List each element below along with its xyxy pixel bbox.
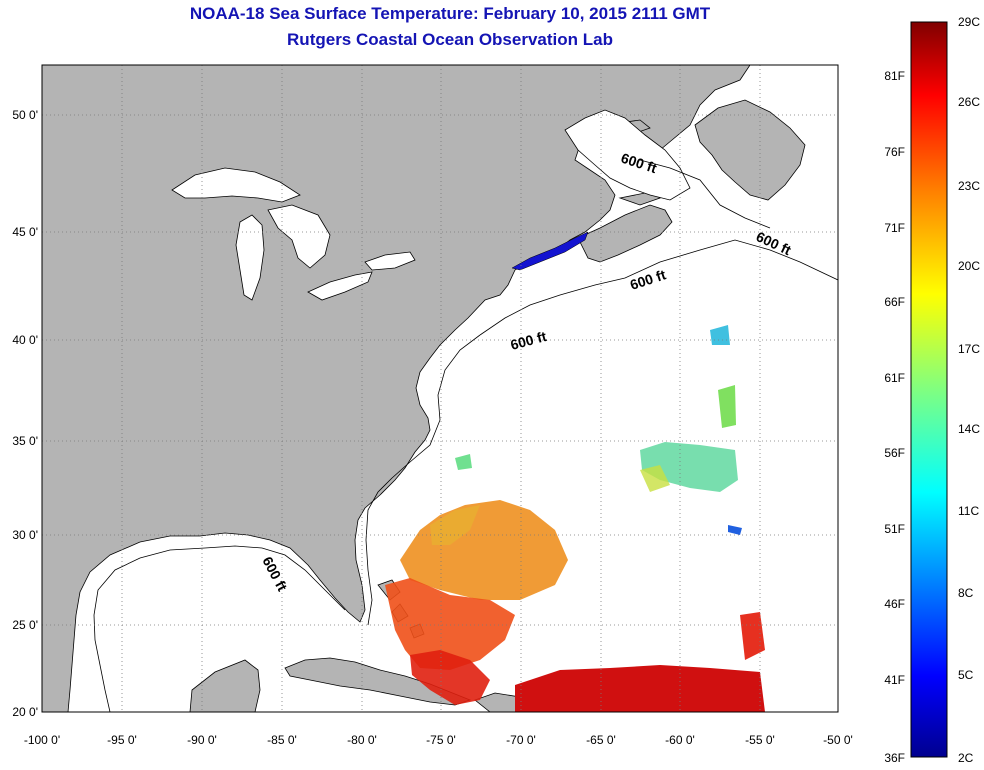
colorbar-fahrenheit-label: 36F (884, 751, 905, 765)
lon-tick-label: -50 0' (823, 733, 853, 747)
colorbar-fahrenheit-label: 76F (884, 145, 905, 159)
lat-tick-label: 35 0' (12, 434, 38, 448)
colorbar-celsius-label: 8C (958, 586, 974, 600)
lake-michigan (235, 214, 265, 301)
lake-huron (267, 204, 331, 269)
lat-tick-label: 25 0' (12, 618, 38, 632)
lake-erie (307, 271, 373, 301)
contour-600ft-maine (639, 159, 771, 229)
map-subtitle: Rutgers Coastal Ocean Observation Lab (287, 30, 613, 49)
colorbar-fahrenheit-label: 51F (884, 522, 905, 536)
lat-tick-label: 50 0' (12, 108, 38, 122)
colorbar-fahrenheit-label: 61F (884, 371, 905, 385)
colorbar-celsius-label: 23C (958, 179, 980, 193)
colorbar-celsius-label: 11C (958, 504, 979, 518)
lon-tick-label: -85 0' (267, 733, 297, 747)
colorbar-celsius-label: 29C (958, 15, 980, 29)
sst-data-patches (385, 325, 765, 712)
map-frame (41, 64, 839, 713)
land-newfoundland (694, 99, 806, 201)
colorbar-fahrenheit-label: 46F (884, 597, 905, 611)
colorbar-fahrenheit-label: 66F (884, 295, 905, 309)
lon-tick-label: -55 0' (745, 733, 775, 747)
lake-superior (171, 167, 301, 203)
colorbar-fahrenheit-label: 71F (884, 221, 905, 235)
lat-tick-label: 20 0' (12, 705, 38, 719)
colorbar-fahrenheit-label: 56F (884, 446, 905, 460)
map-gridlines (42, 65, 838, 712)
lon-tick-label: -80 0' (347, 733, 377, 747)
colorbar-fahrenheit-label: 81F (884, 69, 905, 83)
lake-ontario (364, 251, 416, 271)
land-nova-scotia (577, 204, 673, 263)
colorbar-celsius-label: 26C (958, 95, 980, 109)
lat-tick-label: 45 0' (12, 225, 38, 239)
map-title: NOAA-18 Sea Surface Temperature: Februar… (189, 4, 711, 23)
lon-tick-label: -75 0' (426, 733, 456, 747)
colorbar-celsius-label: 17C (958, 342, 980, 356)
contour-600ft-gulf (93, 545, 346, 712)
lon-tick-label: -100 0' (24, 733, 60, 747)
sst-cold-gulf-of-maine (511, 231, 589, 271)
lon-tick-label: -60 0' (665, 733, 695, 747)
contour-600ft-east (479, 239, 838, 336)
lon-tick-label: -65 0' (586, 733, 616, 747)
lat-tick-label: 40 0' (12, 333, 38, 347)
lat-tick-label: 30 0' (12, 528, 38, 542)
lon-tick-label: -90 0' (187, 733, 217, 747)
gulf-st-lawrence (564, 109, 691, 201)
colorbar-celsius-label: 2C (958, 751, 974, 765)
colorbar-celsius-label: 5C (958, 668, 974, 682)
lon-tick-label: -95 0' (107, 733, 137, 747)
colorbar-fahrenheit-label: 41F (884, 673, 905, 687)
contour-600ft-southeast (365, 334, 481, 626)
lon-tick-label: -70 0' (506, 733, 536, 747)
colorbar-celsius-label: 14C (958, 422, 980, 436)
colorbar-celsius-label: 20C (958, 259, 980, 273)
land-yucatan (189, 659, 261, 712)
colorbar (910, 21, 948, 758)
